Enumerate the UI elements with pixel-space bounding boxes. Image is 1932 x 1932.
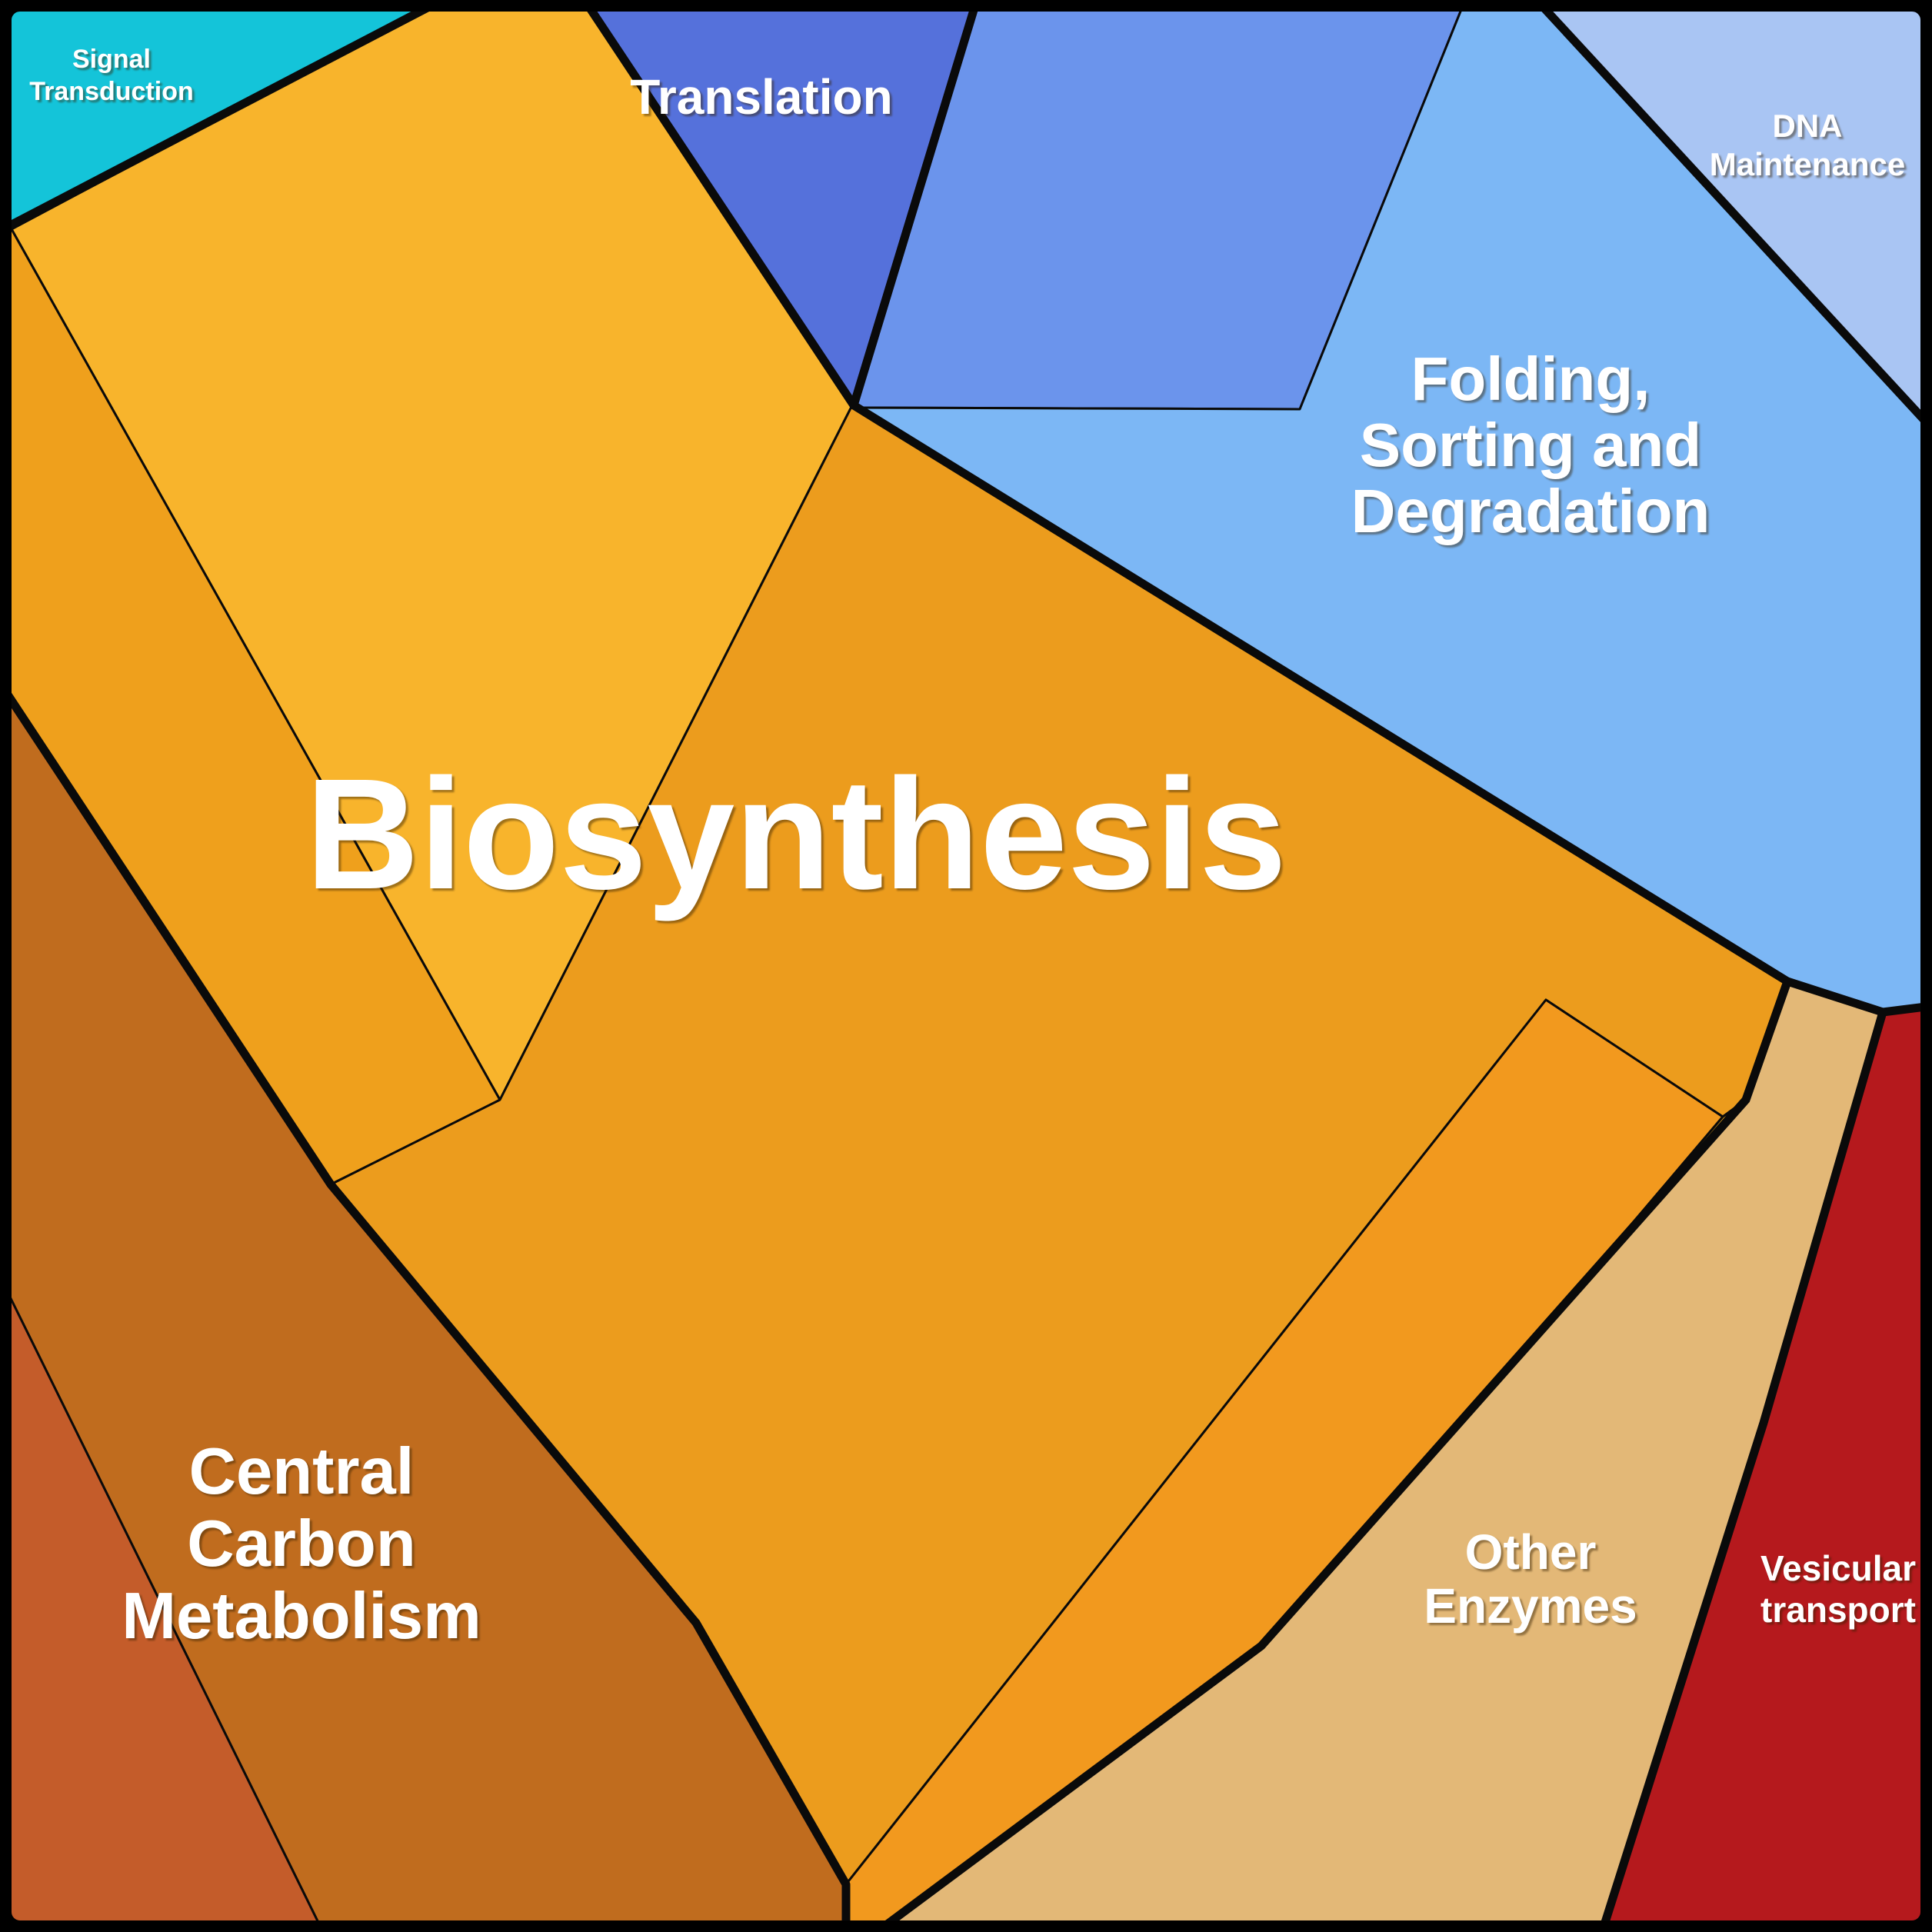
region-biosynthesis-bright-band[interactable] (844, 998, 1724, 1932)
label-vesicular: Vesicular transport (1760, 1548, 1916, 1630)
border-signal (0, 0, 447, 235)
label-ccm: Central Carbon Metabolism (122, 1435, 481, 1653)
border-red-left (1597, 1008, 1887, 1932)
label-other-enzymes: Other Enzymes (1424, 1524, 1637, 1634)
label-translation: Translation (630, 69, 892, 125)
border-ccm (0, 678, 851, 1932)
labels-layer: Signal Transduction Translation DNA Maintena… (29, 45, 1916, 1653)
label-dna-maintenance: DNA Maintenance (1710, 108, 1905, 182)
border-bio-blue (849, 401, 1792, 986)
region-ccm-red[interactable] (0, 1275, 325, 1932)
border-tan-left (872, 977, 1792, 1932)
label-biosynthesis: Biosynthesis (305, 746, 1287, 922)
border-blue-tan (1783, 977, 1887, 1017)
label-signal-transduction: Signal Transduction (29, 45, 193, 106)
border-dna (1532, 0, 1932, 433)
label-folding: Folding, Sorting and Degradation (1351, 345, 1710, 545)
